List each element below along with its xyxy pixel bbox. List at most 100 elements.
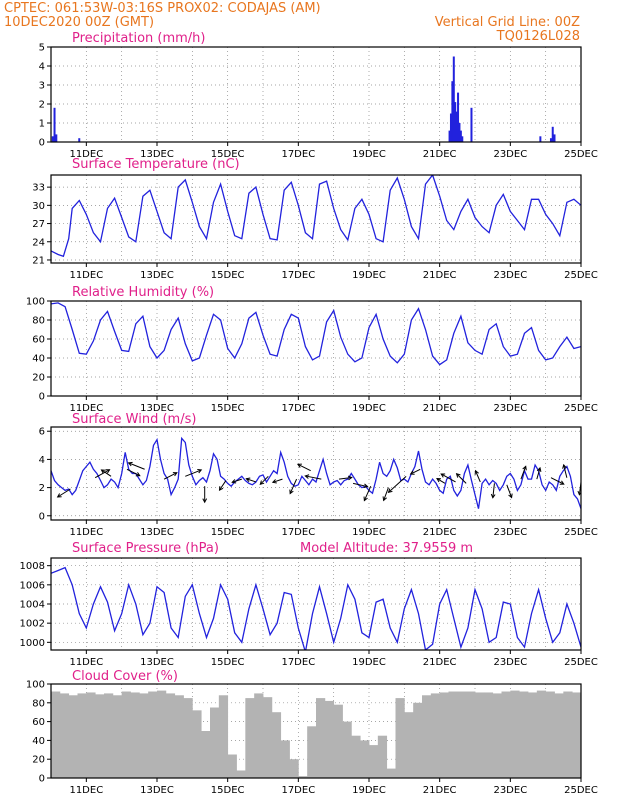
- y-tick-label: 0: [39, 511, 45, 522]
- wind-arrow-head: [363, 483, 369, 489]
- wind-arrow: [94, 469, 111, 479]
- cloud-bar: [554, 693, 564, 778]
- wind-arrow: [382, 487, 389, 502]
- y-tick-label: 1002: [20, 619, 45, 630]
- wind-arrow-head: [382, 496, 387, 502]
- y-tick-label: 80: [32, 698, 45, 709]
- cloud-bar: [130, 692, 140, 778]
- precip-bar: [51, 136, 54, 142]
- precip-bar: [457, 92, 460, 142]
- cloud-bar: [95, 694, 105, 778]
- wind-arrow: [259, 475, 269, 486]
- precip-bar: [459, 130, 462, 142]
- wind-arrow: [202, 486, 208, 504]
- wind-arrow-shaft: [272, 478, 283, 483]
- surface-pressure-data: [51, 566, 581, 650]
- x-tick-label: 19DEC: [352, 270, 386, 281]
- wind-arrow: [304, 474, 322, 480]
- x-tick-label: 23DEC: [493, 527, 527, 538]
- cloud-bar: [201, 731, 211, 778]
- x-tick-label: 13DEC: [140, 527, 174, 538]
- wind-arrow: [409, 468, 421, 475]
- x-tick-label: 19DEC: [352, 527, 386, 538]
- wind-arrow: [455, 473, 467, 484]
- wind-arrow-head: [197, 468, 203, 474]
- wind-arrow-head: [440, 473, 446, 478]
- wind-arrow-head: [562, 463, 567, 469]
- surface-temperature-title: Surface Temperature (nC): [72, 157, 240, 172]
- wind-arrow: [296, 463, 311, 472]
- x-tick-label: 21DEC: [423, 785, 457, 796]
- wind-arrow-shaft: [506, 484, 513, 498]
- surface-temperature-line: [51, 175, 581, 258]
- wind-arrow: [490, 483, 496, 499]
- cloud-bar: [51, 691, 61, 778]
- wind-arrow-shaft: [94, 469, 110, 479]
- wind-arrow-head: [105, 469, 111, 474]
- x-tick-label: 11DEC: [69, 785, 103, 796]
- x-tick-label: 11DEC: [69, 527, 103, 538]
- wind-arrow: [506, 484, 513, 499]
- x-tick-label: 13DEC: [140, 657, 174, 668]
- y-tick-label: 0: [39, 774, 45, 785]
- cloud-bar: [448, 691, 458, 778]
- wind-arrow-shaft: [363, 485, 372, 501]
- cloud-bar: [386, 768, 396, 778]
- wind-arrow-shaft: [563, 464, 568, 478]
- wind-arrow-shaft: [297, 463, 311, 472]
- wind-arrow-head: [559, 480, 565, 485]
- y-tick-label: 40: [32, 736, 45, 747]
- y-tick-label: 80: [32, 316, 45, 327]
- y-tick-label: 0: [39, 138, 45, 149]
- y-tick-label: 27: [32, 219, 45, 230]
- cloud-bar: [360, 740, 370, 778]
- x-tick-label: 25DEC: [564, 270, 598, 281]
- surface-temperature-data: [51, 175, 581, 258]
- wind-arrow-shaft: [520, 466, 527, 480]
- wind-arrow: [56, 488, 71, 498]
- precip-bar: [458, 123, 461, 142]
- wind-arrow: [185, 468, 203, 477]
- wind-arrow-head: [536, 466, 542, 472]
- wind-arrow: [352, 482, 369, 489]
- y-tick-label: 1000: [20, 638, 45, 649]
- relative-humidity-data: [51, 302, 581, 366]
- wind-arrow: [289, 478, 298, 495]
- precip-bar: [470, 107, 473, 142]
- wind-arrow-shaft: [456, 473, 467, 484]
- wind-arrow-head: [474, 469, 479, 475]
- wind-arrow-head: [490, 493, 496, 499]
- precip-bar: [454, 102, 457, 142]
- x-tick-label: 15DEC: [211, 785, 245, 796]
- precip-bar: [55, 134, 58, 142]
- precip-bar: [448, 130, 451, 142]
- cloud-bar: [280, 740, 290, 778]
- precipitation-title: Precipitation (mm/h): [72, 31, 205, 46]
- surface-pressure-title: Surface Pressure (hPa): [72, 541, 219, 556]
- cloud-bar: [165, 693, 176, 778]
- wind-arrow-head: [436, 478, 441, 483]
- cloud-bar: [271, 712, 282, 778]
- precip-bar: [461, 136, 464, 142]
- cloud-cover-frame: [50, 683, 582, 779]
- x-tick-label: 15DEC: [211, 527, 245, 538]
- x-tick-label: 15DEC: [211, 657, 245, 668]
- wind-arrow-head: [409, 470, 415, 475]
- header-grid-note: Vertical Grid Line: 00Z: [435, 15, 580, 30]
- cloud-bar: [77, 693, 87, 778]
- precip-bar: [553, 134, 556, 142]
- y-tick-label: 5: [39, 43, 45, 54]
- precipitation-frame: [50, 46, 582, 143]
- cloud-bar: [572, 692, 581, 778]
- wind-arrow-head: [347, 475, 353, 481]
- wind-arrow: [387, 475, 407, 494]
- wind-arrow-head: [218, 486, 224, 492]
- wind-arrow: [562, 463, 568, 478]
- cloud-bar: [218, 695, 229, 778]
- wind-arrow: [127, 461, 145, 470]
- wind-arrow-shaft: [305, 475, 322, 480]
- wind-arrow-head: [508, 493, 513, 499]
- wind-arrow: [474, 469, 481, 483]
- cloud-cover-title: Cloud Cover (%): [72, 669, 178, 684]
